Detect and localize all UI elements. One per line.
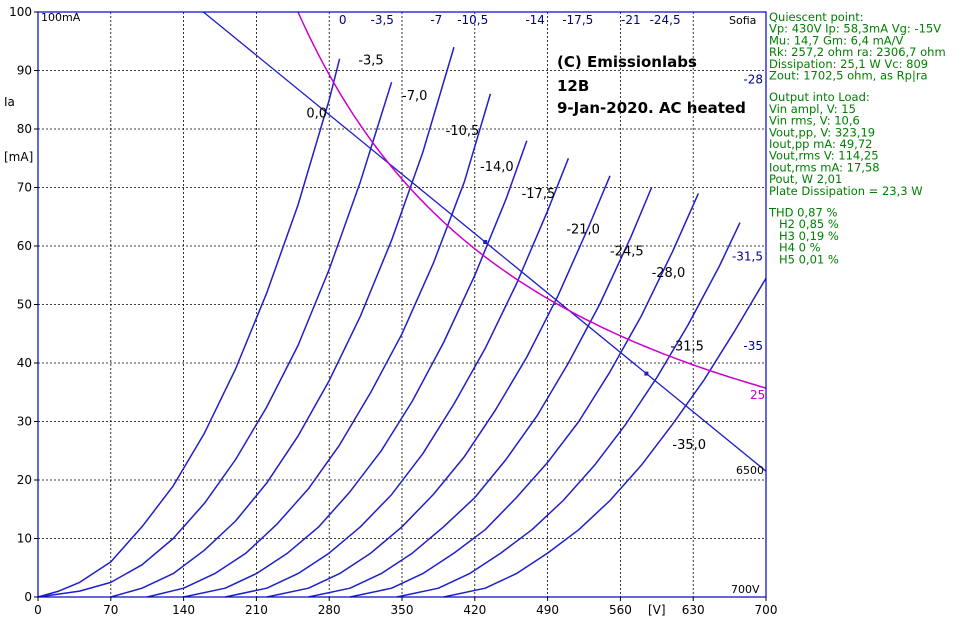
title-line-3: 9-Jan-2020. AC heated — [557, 99, 746, 117]
x-tick-label: 0 — [34, 603, 42, 617]
plate-curve-series — [308, 187, 653, 598]
info-line: Pout, W 2,01 — [769, 172, 842, 186]
curve-top-label: -24,5 — [650, 13, 681, 27]
plate-curve-series — [349, 193, 700, 598]
info-line: H4 0 % — [779, 241, 821, 255]
x-tick-label: 350 — [391, 603, 414, 617]
x-tick-label: 140 — [172, 603, 195, 617]
info-line: Output into Load: — [769, 90, 870, 104]
curve-inline-label: -17,5 — [522, 187, 556, 202]
plate-curve-series — [37, 58, 341, 598]
load-line-marker — [644, 371, 649, 376]
curve-top-label: -7 — [430, 13, 442, 27]
x-axis-label: [V] — [648, 603, 666, 617]
y-axis-label-ia: Ia — [4, 95, 15, 109]
x-tick-label: 560 — [609, 603, 632, 617]
curve-inline-label: -28,0 — [652, 266, 686, 281]
curve-inline-label: -24,5 — [610, 244, 644, 259]
info-line: Iout,pp mA: 49,72 — [769, 137, 872, 151]
info-line: THD 0,87 % — [768, 206, 837, 220]
curve-inline-label: -35,0 — [672, 438, 706, 453]
curve-inline-label: -31,5 — [670, 340, 704, 355]
curve-inline-label: -14,0 — [480, 160, 514, 175]
corner-sofia-label: Sofia — [729, 14, 756, 27]
curve-top-label: -21 — [621, 13, 641, 27]
x-tick-label: 490 — [536, 603, 559, 617]
plate-curve-series — [183, 140, 528, 598]
y-axis-label-unit: [mA] — [4, 150, 33, 164]
y-tick-label: 80 — [17, 122, 32, 136]
x-tick-label: 70 — [103, 603, 118, 617]
title-line-2: 12B — [557, 77, 589, 95]
info-line: Iout,rms mA: 17,58 — [769, 160, 880, 174]
info-line: Vout,rms V: 114,25 — [769, 149, 879, 163]
curve-inline-label: 0,0 — [306, 106, 327, 121]
y-tick-label: 40 — [17, 356, 32, 370]
y-tick-label: 70 — [17, 181, 32, 195]
info-line: H2 0,85 % — [779, 217, 839, 231]
plate-curve-series — [37, 81, 393, 598]
curve-right-label: -28 — [743, 72, 763, 86]
info-line: H5 0,01 % — [779, 252, 839, 266]
plate-curves — [37, 46, 767, 598]
curve-inline-label: -3,5 — [358, 54, 383, 69]
info-panel: Quiescent point:Vp: 430V Ip: 58,3mA Vg: … — [768, 10, 946, 266]
y-tick-label: 100 — [9, 5, 32, 19]
info-line: H3 0,19 % — [779, 229, 839, 243]
curve-inline-label: -10,5 — [446, 124, 480, 139]
curve-inline-label: -21,0 — [566, 223, 600, 238]
plate-curve-series — [147, 93, 492, 598]
y-tick-label: 50 — [17, 298, 32, 312]
info-line: Vp: 430V Ip: 58,3mA Vg: -15V — [769, 22, 941, 36]
x-tick-label: 700 — [755, 603, 778, 617]
curve-top-label: -3,5 — [371, 13, 394, 27]
info-line: Mu: 14,7 Gm: 6,4 mA/V — [769, 33, 904, 47]
x-tick-label: 210 — [245, 603, 268, 617]
dissipation-curve — [297, 11, 767, 389]
x-tick-label: 280 — [318, 603, 341, 617]
y-tick-label: 0 — [24, 590, 32, 604]
curve-top-label: -10,5 — [457, 13, 488, 27]
load-and-dissipation: 6500 25 — [202, 11, 767, 477]
grid-lines — [38, 12, 766, 597]
axis-ticks: 0 70 140 210 280 350 420 490 560 630 7000102030405… — [9, 5, 777, 617]
info-line: Plate Dissipation = 23,3 W — [769, 184, 923, 198]
curve-right-label: -35 — [743, 339, 763, 353]
info-line: Dissipation: 25,1 W Vc: 809 — [769, 57, 928, 71]
curve-top-label: 0 — [339, 13, 347, 27]
curve-right-label: -31,5 — [732, 250, 763, 264]
x-tick-label: 420 — [463, 603, 486, 617]
x-tick-label: 630 — [682, 603, 705, 617]
info-line: Vout,pp, V: 323,19 — [769, 125, 875, 139]
plate-curve-series — [443, 277, 767, 598]
info-line: Rk: 257,2 ohm ra: 2306,7 ohm — [769, 45, 946, 59]
title-line-1: (C) Emissionlabs — [557, 53, 697, 71]
curve-labels: 0,0 -3,5 -7,0 -10,5 -14,0 -17,5 -21,0 -24,5 -28,… — [306, 13, 763, 453]
info-line: Vin ampl, V: 15 — [769, 102, 856, 116]
curve-top-label: -17,5 — [562, 13, 593, 27]
info-line: Quiescent point: — [769, 10, 864, 24]
y-tick-label: 20 — [17, 473, 32, 487]
load-line-label: 6500 — [736, 464, 764, 477]
y-tick-label: 10 — [17, 532, 32, 546]
corner-top-label: 100mA — [41, 11, 81, 24]
y-tick-label: 60 — [17, 239, 32, 253]
plate-curve-series — [396, 222, 741, 598]
dissipation-label: 25 — [750, 388, 765, 402]
corner-bottom-label: 700V — [731, 583, 760, 596]
curve-top-label: -14 — [525, 13, 545, 27]
info-line: Zout: 1702,5 ohm, as Rp|ra — [769, 69, 928, 83]
curve-inline-label: -7,0 — [402, 89, 427, 104]
plate-curve-series — [266, 175, 611, 598]
y-tick-label: 30 — [17, 415, 32, 429]
load-line-marker — [483, 240, 488, 245]
plate-curve-series — [110, 46, 455, 598]
info-line: Vin rms, V: 10,6 — [769, 114, 860, 128]
y-tick-label: 90 — [17, 64, 32, 78]
